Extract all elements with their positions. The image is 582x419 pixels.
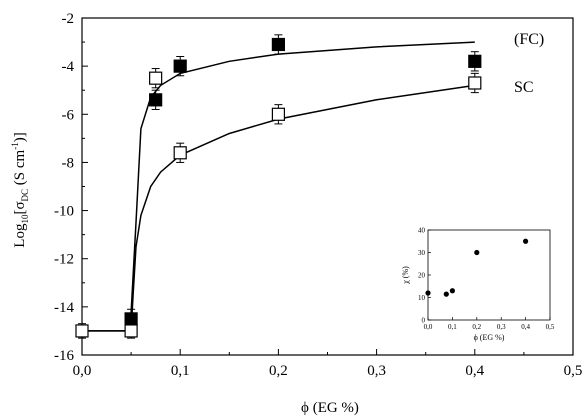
inset-y-tick-label: 10 xyxy=(418,294,426,302)
x-axis-title: ϕ (EG %) xyxy=(301,400,359,416)
inset-y-tick-label: 30 xyxy=(418,249,426,257)
y-title-units: (S cm xyxy=(12,149,28,188)
x-tick-label: 0,2 xyxy=(269,363,288,379)
y-axis-title: Log10[σDC (S cm-1)] xyxy=(10,132,30,247)
x-tick-label: 0,4 xyxy=(465,363,484,379)
x-tick-label: 0,3 xyxy=(367,363,386,379)
y-tick-label: -2 xyxy=(62,11,75,27)
y-title-sub10: 10 xyxy=(20,214,30,224)
fit-curve-series-1 xyxy=(82,84,475,332)
y-title-log: Log xyxy=(12,223,28,248)
x-tick-label: 0,0 xyxy=(73,363,92,379)
sc-data-point xyxy=(271,107,285,121)
sc-data-point xyxy=(468,76,482,90)
inset-y-tick-label: 0 xyxy=(422,317,426,325)
inset-plot-frame xyxy=(427,229,551,321)
inset-data-points xyxy=(425,238,529,297)
y-title-sup: -1 xyxy=(10,142,20,150)
y-title-subdc: DC xyxy=(20,189,30,202)
fc-data-point xyxy=(468,54,482,68)
fc-data-point xyxy=(124,312,138,326)
fc-data-point xyxy=(149,93,163,107)
inset-axis-ticks: 0,0 0,1 0,2 0,3 0,4 0,5 0 10 20 30 40 xyxy=(418,227,555,332)
x-tick-label: 0,5 xyxy=(564,363,582,379)
sc-data-point xyxy=(75,324,89,338)
y-tick-label: -16 xyxy=(54,348,74,364)
y-tick-label: -4 xyxy=(62,59,75,75)
fc-data-point xyxy=(271,37,285,52)
sc-data-point xyxy=(173,146,187,160)
main-data-points xyxy=(75,34,482,339)
inset-x-axis-title: ϕ (EG %) xyxy=(474,333,505,342)
inset-data-point xyxy=(443,291,449,297)
y-tick-label: -8 xyxy=(62,155,75,171)
fc-data-point xyxy=(173,59,187,73)
series-label-fc: (FC) xyxy=(514,31,544,48)
inset-x-tick-label: 0,0 xyxy=(424,323,433,331)
main-fit-curves xyxy=(82,41,475,332)
inset-data-point xyxy=(449,288,455,294)
x-tick-label: 0,1 xyxy=(171,363,190,379)
inset-data-point xyxy=(425,290,431,296)
inset-y-tick-label: 20 xyxy=(418,272,426,280)
inset-x-tick-label: 0,1 xyxy=(448,323,457,331)
sc-data-point xyxy=(149,71,163,85)
inset-x-tick-label: 0,4 xyxy=(521,323,530,331)
y-tick-label: -10 xyxy=(54,204,74,220)
y-title-sigma: [σ xyxy=(12,201,28,214)
inset-x-tick-label: 0,2 xyxy=(472,323,481,331)
inset-y-axis-title: χ (%) xyxy=(401,266,410,285)
series-label-sc: SC xyxy=(514,79,534,96)
inset-x-tick-label: 0,5 xyxy=(546,323,555,331)
y-tick-label: -12 xyxy=(54,252,74,268)
main-axis-ticks: 0,0 0,1 0,2 0,3 0,4 0,5 -16 -14 -12 -10 -8 -6 -4 -2 xyxy=(54,11,582,379)
y-title-close: )] xyxy=(12,132,28,142)
fit-curve-series-0 xyxy=(82,41,475,332)
inset-data-point xyxy=(474,249,480,256)
inset-data-point xyxy=(523,238,529,244)
y-tick-label: -14 xyxy=(54,300,74,316)
sc-data-point xyxy=(124,324,138,338)
inset-y-tick-label: 40 xyxy=(418,227,426,235)
inset-x-tick-label: 0,3 xyxy=(497,323,506,331)
y-tick-label: -6 xyxy=(62,107,75,123)
